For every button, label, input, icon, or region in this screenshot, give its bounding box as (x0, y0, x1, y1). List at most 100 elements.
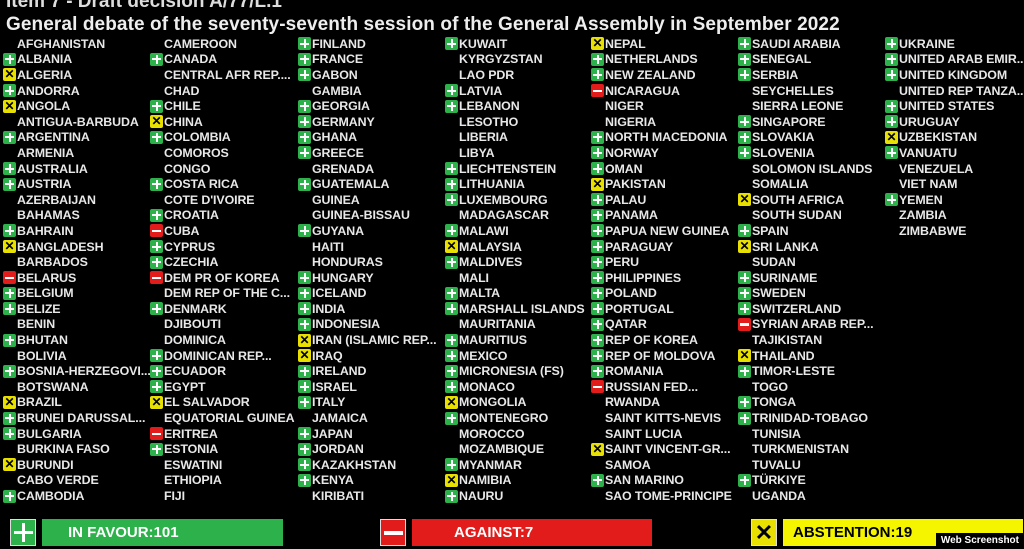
country-name: BHUTAN (17, 333, 68, 348)
country-name: KIRIBATI (312, 489, 364, 504)
vote-yes-icon (738, 411, 751, 425)
country-name: CUBA (164, 223, 200, 238)
no-vote-placeholder (738, 209, 751, 222)
vote-yes-icon (298, 146, 311, 160)
country-name: DEM REP OF THE C... (164, 286, 290, 301)
country-row: TUVALU (738, 457, 886, 473)
vote-yes-icon (3, 411, 16, 425)
vote-yes-icon (150, 208, 163, 222)
vote-yes-icon (298, 99, 311, 113)
country-name: DOMINICAN REP... (164, 348, 272, 363)
no-vote-placeholder (445, 427, 458, 440)
no-vote-placeholder (3, 256, 16, 269)
country-name: LAO PDR (459, 67, 515, 82)
country-name: SRI LANKA (752, 239, 819, 254)
country-row: BELGIUM (3, 286, 151, 302)
vote-yes-icon (445, 380, 458, 394)
country-row: ZIMBABWE (885, 223, 1024, 239)
vote-yes-icon (445, 489, 458, 503)
no-vote-placeholder (445, 443, 458, 456)
country-name: LATVIA (459, 83, 503, 98)
no-vote-placeholder (445, 209, 458, 222)
vote-yes-icon (445, 255, 458, 269)
country-name: MEXICO (459, 348, 508, 363)
country-name: YEMEN (899, 192, 943, 207)
no-vote-placeholder (885, 224, 898, 237)
country-name: REP OF MOLDOVA (605, 348, 716, 363)
country-name: FIJI (164, 489, 185, 504)
vote-yes-icon (738, 115, 751, 129)
country-name: EL SALVADOR (164, 395, 250, 410)
country-row: CAMBODIA (3, 488, 151, 504)
country-name: EQUATORIAL GUINEA (164, 411, 295, 426)
country-row: SAN MARINO (591, 473, 739, 489)
country-row: CHINA (150, 114, 298, 130)
country-name: AUSTRIA (17, 177, 72, 192)
vote-no-icon (150, 427, 163, 441)
vote-yes-icon (738, 37, 751, 51)
country-row: INDONESIA (298, 317, 446, 333)
country-row: INDIA (298, 301, 446, 317)
no-vote-placeholder (885, 84, 898, 97)
no-vote-placeholder (591, 115, 604, 128)
vote-yes-icon (3, 224, 16, 238)
vote-yes-icon (3, 177, 16, 191)
country-row: TRINIDAD-TOBAGO (738, 410, 886, 426)
country-row: BURUNDI (3, 457, 151, 473)
no-vote-placeholder (3, 37, 16, 50)
country-row: EL SALVADOR (150, 395, 298, 411)
vote-yes-icon (3, 302, 16, 316)
country-name: SOLOMON ISLANDS (752, 161, 873, 176)
vote-abstain-icon (150, 115, 163, 129)
vote-yes-icon (885, 115, 898, 129)
country-name: MICRONESIA (FS) (459, 364, 564, 379)
country-name: BRAZIL (17, 395, 62, 410)
country-row: UZBEKISTAN (885, 130, 1024, 146)
country-name: SAINT VINCENT-GR... (605, 442, 731, 457)
country-name: PAPUA NEW GUINEA (605, 223, 730, 238)
no-vote-placeholder (298, 256, 311, 269)
vote-yes-icon (591, 473, 604, 487)
vote-yes-icon (591, 317, 604, 331)
country-row: MONTENEGRO (445, 410, 593, 426)
vote-yes-icon (885, 99, 898, 113)
country-name: ZAMBIA (899, 208, 947, 223)
no-vote-placeholder (150, 458, 163, 471)
vote-yes-icon (738, 473, 751, 487)
vote-yes-icon (445, 411, 458, 425)
country-name: CANADA (164, 52, 218, 67)
country-name: DENMARK (164, 301, 227, 316)
country-row: GUINEA-BISSAU (298, 208, 446, 224)
country-name: PALAU (605, 192, 647, 207)
country-name: PORTUGAL (605, 301, 674, 316)
country-row: UNITED STATES (885, 98, 1024, 114)
country-row: SAO TOME-PRINCIPE (591, 488, 739, 504)
country-name: ESTONIA (164, 442, 219, 457)
country-name: KENYA (312, 473, 354, 488)
country-name: BURUNDI (17, 457, 74, 472)
country-row: LITHUANIA (445, 176, 593, 192)
country-row: SLOVAKIA (738, 130, 886, 146)
country-name: TRINIDAD-TOBAGO (752, 411, 868, 426)
country-name: MALAWI (459, 223, 509, 238)
country-row: SAINT LUCIA (591, 426, 739, 442)
country-row: MONGOLIA (445, 395, 593, 411)
no-vote-placeholder (3, 474, 16, 487)
no-vote-placeholder (3, 209, 16, 222)
country-row: BRUNEI DARUSSAL... (3, 410, 151, 426)
country-name: KYRGYZSTAN (459, 52, 543, 67)
country-row: KUWAIT (445, 36, 593, 52)
vote-yes-icon (3, 427, 16, 441)
country-row: NEW ZEALAND (591, 67, 739, 83)
country-row: DJIBOUTI (150, 317, 298, 333)
vote-yes-icon (591, 68, 604, 82)
country-name: SUDAN (752, 255, 796, 270)
vote-yes-icon (445, 193, 458, 207)
country-name: KAZAKHSTAN (312, 457, 397, 472)
country-name: ALBANIA (17, 52, 73, 67)
vote-yes-icon (738, 224, 751, 238)
country-name: COLOMBIA (164, 130, 231, 145)
country-row: DENMARK (150, 301, 298, 317)
country-row: CZECHIA (150, 254, 298, 270)
country-name: GUINEA (312, 192, 360, 207)
